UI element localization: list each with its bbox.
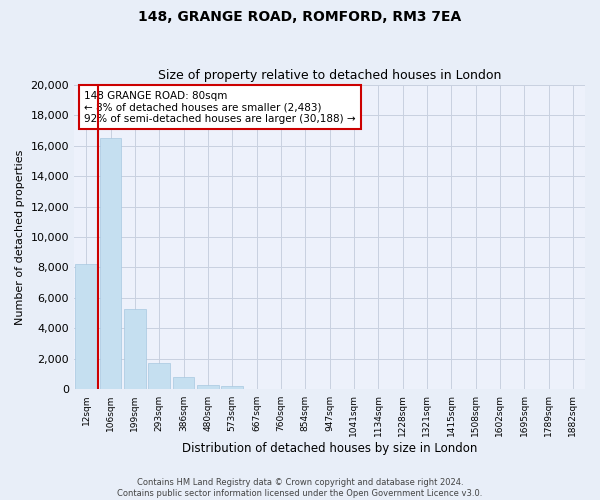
Text: 148, GRANGE ROAD, ROMFORD, RM3 7EA: 148, GRANGE ROAD, ROMFORD, RM3 7EA [139, 10, 461, 24]
Bar [75, 264, 97, 390]
X-axis label: Distribution of detached houses by size in London: Distribution of detached houses by size … [182, 442, 477, 455]
Bar [124, 308, 146, 390]
Text: 148 GRANGE ROAD: 80sqm
← 8% of detached houses are smaller (2,483)
92% of semi-d: 148 GRANGE ROAD: 80sqm ← 8% of detached … [84, 90, 356, 124]
Text: Contains HM Land Registry data © Crown copyright and database right 2024.
Contai: Contains HM Land Registry data © Crown c… [118, 478, 482, 498]
Bar [221, 386, 243, 390]
Title: Size of property relative to detached houses in London: Size of property relative to detached ho… [158, 69, 501, 82]
Bar [148, 363, 170, 390]
Bar [173, 378, 194, 390]
Bar [100, 138, 121, 390]
Bar [197, 385, 219, 390]
Y-axis label: Number of detached properties: Number of detached properties [15, 150, 25, 324]
